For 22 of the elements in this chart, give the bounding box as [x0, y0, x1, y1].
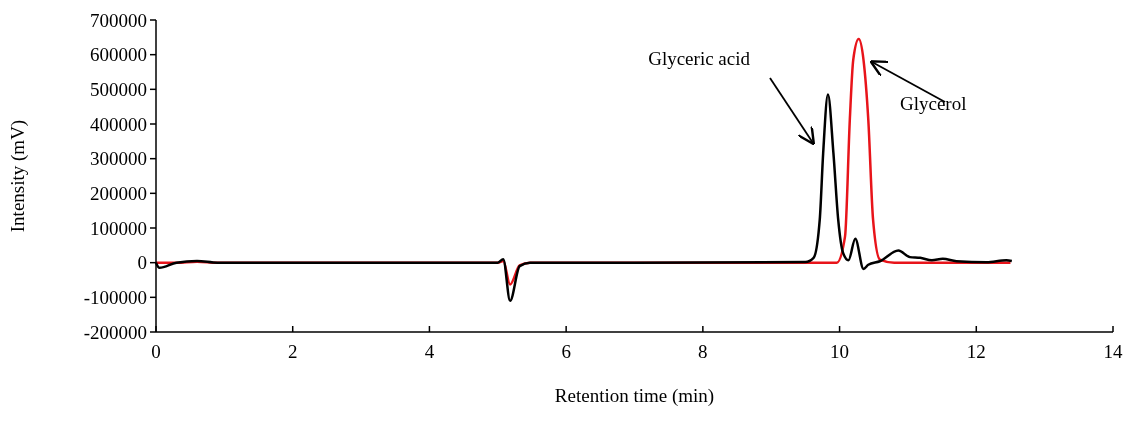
y-tick-label: -100000 — [83, 286, 147, 308]
annotation: Glycerol — [900, 93, 967, 114]
annotation: Glyceric acid — [648, 48, 751, 69]
y-tick-label: 600000 — [90, 44, 147, 66]
x-tick-label: 8 — [698, 341, 708, 362]
y-tick-label: 400000 — [90, 113, 147, 135]
y-tick-label: 100000 — [90, 217, 147, 239]
x-tick-label: 2 — [287, 341, 298, 362]
x-tick-label: 6 — [561, 341, 571, 362]
x-axis-title: Retention time (min) — [554, 385, 715, 407]
y-tick-label: -200000 — [83, 321, 147, 343]
y-tick-label: 500000 — [90, 78, 147, 100]
y-tick-label: 200000 — [90, 182, 147, 204]
x-tick-label: 10 — [830, 341, 850, 362]
x-tick-label: 4 — [424, 341, 435, 362]
x-tick-label: 14 — [1103, 341, 1123, 362]
y-axis-title: Intensity (mV) — [7, 119, 29, 233]
y-tick-label: 700000 — [90, 9, 147, 31]
x-tick-label: 0 — [151, 341, 161, 362]
y-tick-label: 300000 — [90, 148, 147, 170]
x-tick-label: 12 — [966, 341, 986, 362]
y-tick-label: 0 — [137, 252, 147, 274]
